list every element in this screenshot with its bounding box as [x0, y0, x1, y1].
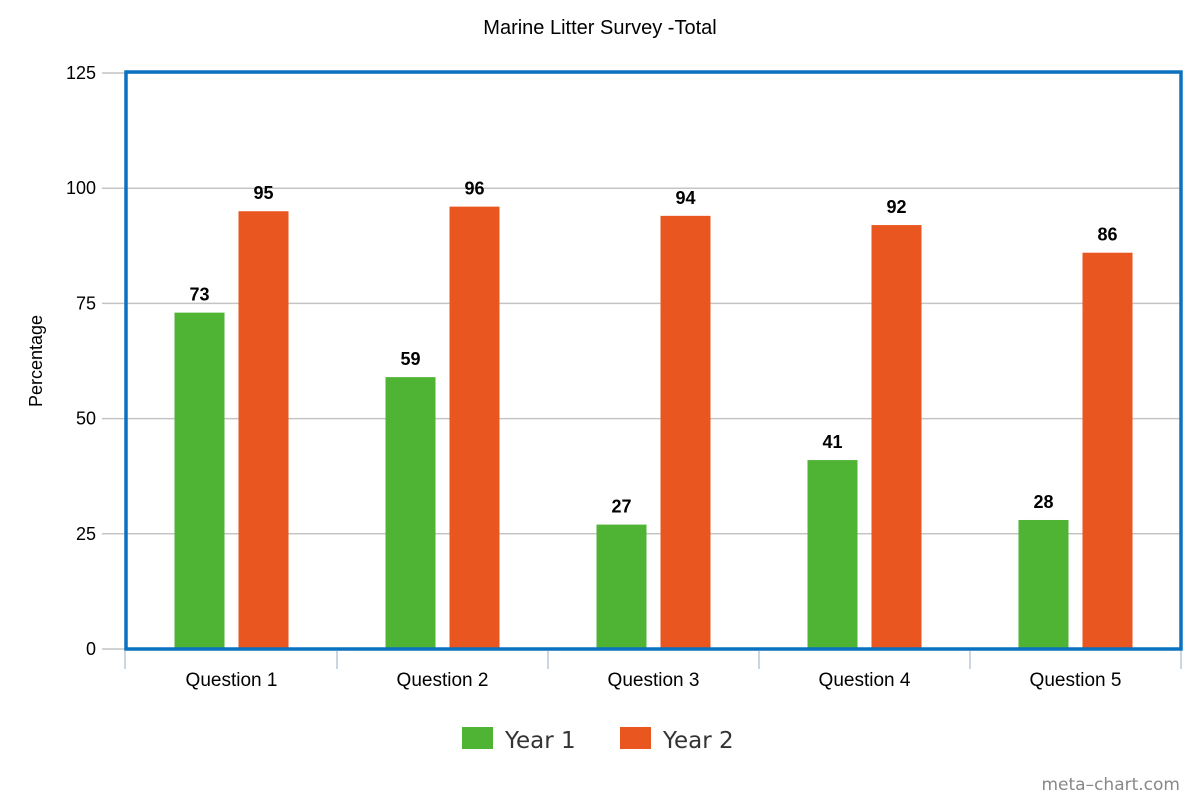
- data-label: 86: [1097, 225, 1117, 245]
- data-label: 41: [822, 432, 842, 452]
- y-tick-label: 100: [66, 178, 96, 198]
- bar: [1018, 519, 1069, 649]
- data-label: 94: [675, 188, 695, 208]
- bar: [871, 225, 922, 649]
- y-tick-label: 0: [86, 639, 96, 659]
- x-tick-label: Question 3: [608, 670, 700, 691]
- data-label: 27: [611, 497, 631, 517]
- bar: [238, 211, 289, 650]
- bar: [385, 377, 436, 649]
- y-tick-label: 75: [76, 293, 96, 313]
- x-tick-label: Question 5: [1030, 670, 1122, 691]
- chart-title: Marine Litter Survey -Total: [483, 17, 716, 39]
- legend-swatch: [462, 727, 493, 749]
- y-tick-label: 25: [76, 524, 96, 544]
- legend-swatch: [620, 727, 651, 749]
- data-label: 28: [1033, 492, 1053, 512]
- data-label: 73: [189, 285, 209, 305]
- data-label: 95: [253, 183, 273, 203]
- bar: [596, 524, 647, 649]
- legend-label: Year 2: [662, 728, 734, 754]
- bars: [174, 206, 1133, 650]
- plot-frame: [124, 70, 1183, 651]
- data-labels: 73 59 27 41 28 95 96 94 92 86: [189, 179, 1117, 517]
- data-label: 59: [400, 349, 420, 369]
- x-tick-label: Question 4: [819, 670, 911, 691]
- bar: [807, 460, 858, 649]
- y-tick-label: 125: [66, 63, 96, 83]
- bar: [660, 215, 711, 649]
- watermark-text: meta–chart.com: [1041, 775, 1180, 795]
- bar: [449, 206, 500, 649]
- legend-label: Year 1: [504, 728, 576, 754]
- x-axis: Question 1 Question 2 Question 3 Question 4…: [124, 651, 1182, 691]
- y-tick-label: 50: [76, 409, 96, 429]
- legend: Year 1 Year 2: [462, 727, 734, 754]
- x-tick-label: Question 1: [186, 670, 278, 691]
- data-label: 96: [464, 179, 484, 199]
- y-axis-label: Percentage: [26, 315, 46, 407]
- y-axis-ticks: 0 25 50 75 100 125: [66, 63, 96, 659]
- bar: [1082, 252, 1133, 649]
- bar: [174, 312, 225, 649]
- x-tick-label: Question 2: [397, 670, 489, 691]
- data-label: 92: [886, 197, 906, 217]
